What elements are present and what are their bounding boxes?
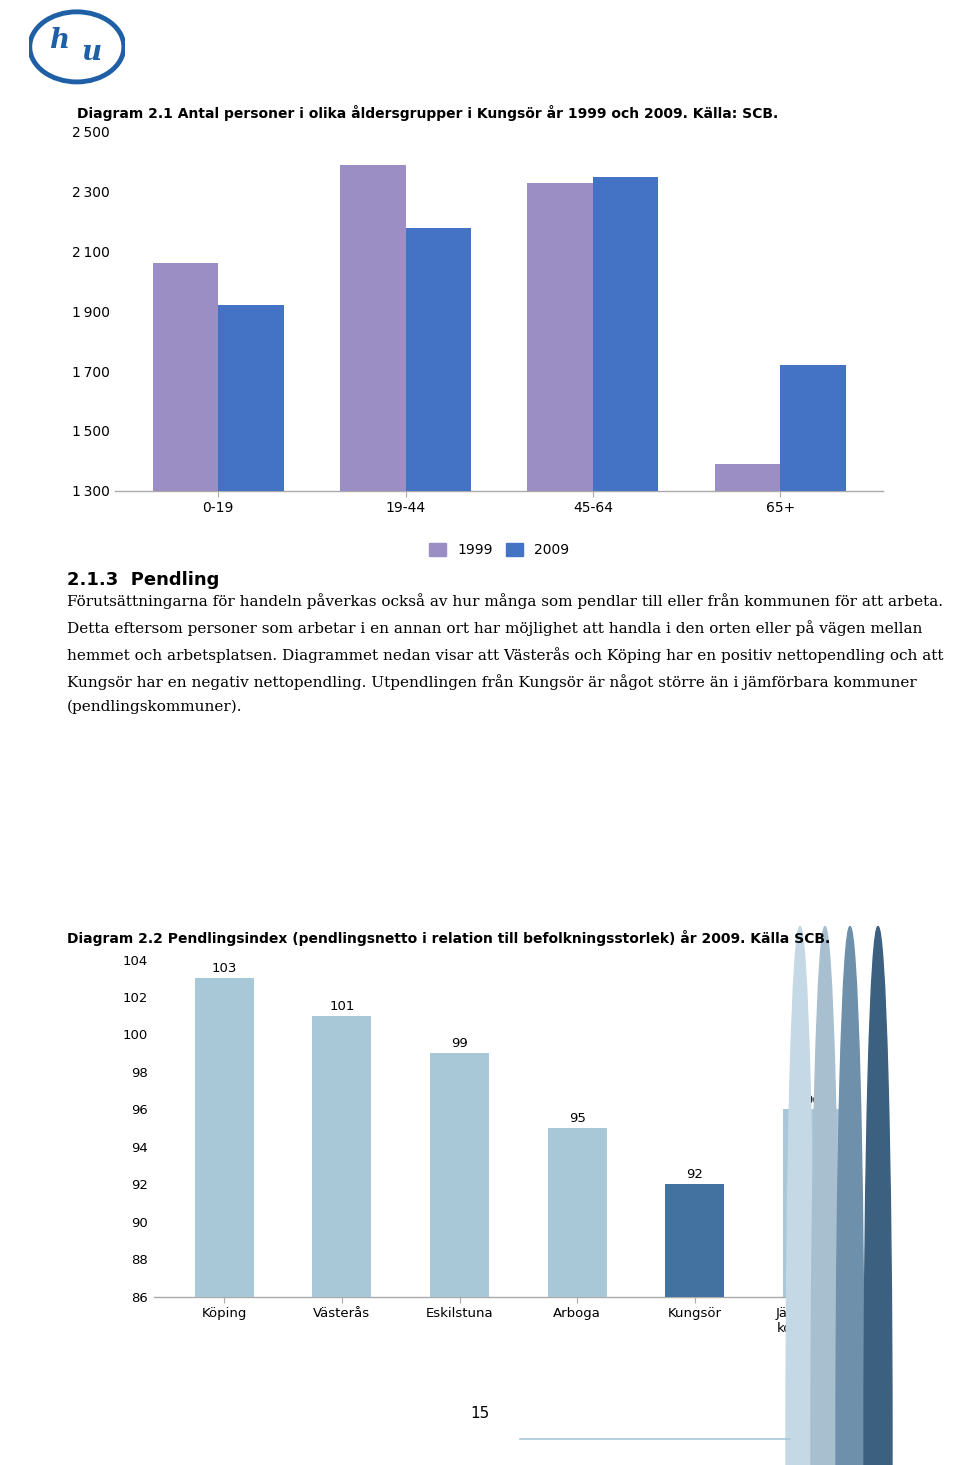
- Bar: [548, 1128, 607, 1297]
- Bar: [783, 1109, 842, 1297]
- Text: 15: 15: [470, 1406, 490, 1421]
- Text: h: h: [50, 28, 69, 54]
- Text: Diagram 2.2 Pendlingsindex (pendlingsnetto i relation till befolkningsstorlek) å: Diagram 2.2 Pendlingsindex (pendlingsnet…: [67, 930, 830, 946]
- Legend: 1999, 2009: 1999, 2009: [423, 538, 575, 563]
- Bar: [430, 1053, 489, 1297]
- Bar: [312, 1015, 372, 1297]
- Text: Förutsättningarna för handeln påverkas också av hur många som pendlar till eller: Förutsättningarna för handeln påverkas o…: [67, 593, 944, 713]
- Circle shape: [786, 926, 814, 1465]
- Ellipse shape: [30, 12, 124, 82]
- Text: u: u: [82, 40, 101, 66]
- Bar: [714, 464, 780, 491]
- Circle shape: [864, 926, 892, 1465]
- Text: 2.1.3  Pendling: 2.1.3 Pendling: [67, 571, 220, 589]
- Bar: [527, 183, 593, 491]
- Text: 99: 99: [451, 1037, 468, 1050]
- Text: 95: 95: [569, 1112, 586, 1125]
- Text: Diagram 2.1 Antal personer i olika åldersgrupper i Kungsör år 1999 och 2009. Käl: Diagram 2.1 Antal personer i olika ålder…: [77, 105, 778, 122]
- Text: 92: 92: [686, 1169, 704, 1181]
- Text: 103: 103: [211, 963, 237, 976]
- Bar: [780, 365, 846, 491]
- Circle shape: [836, 926, 864, 1465]
- Bar: [593, 177, 659, 491]
- Bar: [340, 164, 405, 491]
- Text: 96: 96: [804, 1093, 821, 1106]
- Bar: [665, 1184, 725, 1297]
- Text: 101: 101: [329, 1001, 354, 1012]
- Bar: [405, 227, 471, 491]
- Bar: [195, 979, 253, 1297]
- Circle shape: [811, 926, 839, 1465]
- Bar: [153, 264, 218, 491]
- Bar: [218, 305, 284, 491]
